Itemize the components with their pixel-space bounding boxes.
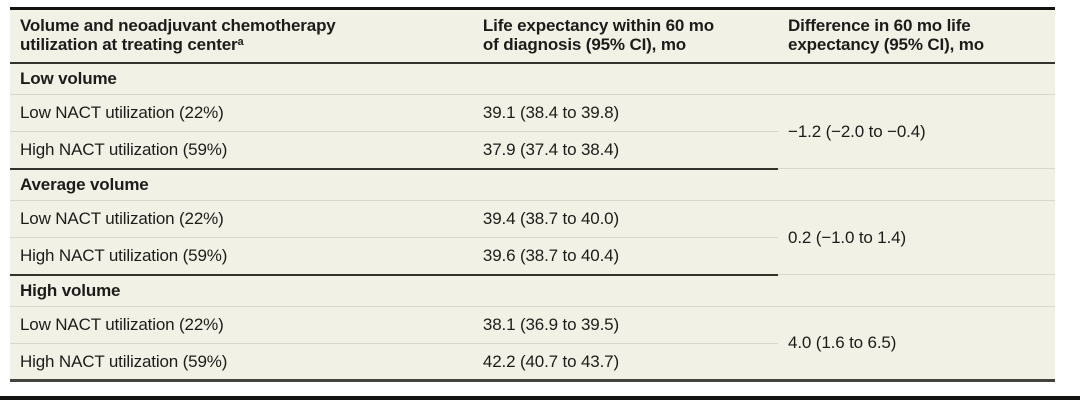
- col-header-line: Life expectancy within 60 mo: [482, 15, 714, 35]
- section-row: Average volume: [10, 168, 1055, 201]
- difference-value: 0.2 (−1.0 to 1.4): [778, 200, 1055, 275]
- row-value: 37.9 (37.4 to 38.4): [472, 131, 779, 170]
- col-header-line: expectancy (95% CI), mo: [788, 34, 984, 54]
- difference-value: −1.2 (−2.0 to −0.4): [778, 94, 1055, 169]
- col-header-life-expectancy: Life expectancy within 60 mo of diagnosi…: [472, 8, 779, 64]
- group-low-volume: Low volume Low NACT utilization (22%) 39…: [10, 62, 1055, 170]
- row-value: 38.1 (36.9 to 39.5): [472, 306, 779, 344]
- col-header-difference: Difference in 60 mo life expectancy (95%…: [778, 8, 1055, 64]
- header-row: Volume and neoadjuvant chemotherapy util…: [10, 8, 1055, 64]
- footnote-marker: a: [237, 35, 244, 48]
- section-label: Average volume: [10, 168, 1055, 201]
- row-label: Low NACT utilization (22%): [10, 94, 473, 132]
- difference-value: 4.0 (1.6 to 6.5): [788, 333, 897, 352]
- col-header-text: utilization at treating center: [20, 34, 238, 54]
- row-label: High NACT utilization (59%): [10, 131, 473, 170]
- col-header-line: Volume and neoadjuvant chemotherapy: [20, 15, 336, 35]
- col-header-line: of diagnosis (95% CI), mo: [482, 34, 687, 54]
- group-high-volume: High volume Low NACT utilization (22%) 3…: [10, 274, 1055, 381]
- section-row: Low volume: [10, 62, 1055, 95]
- row-label: Low NACT utilization (22%): [10, 306, 473, 344]
- group-average-volume: Average volume Low NACT utilization (22%…: [10, 168, 1055, 276]
- row-label: High NACT utilization (59%): [20, 351, 228, 371]
- section-label: Low volume: [10, 62, 1055, 95]
- row-value: 42.2 (40.7 to 43.7): [482, 351, 620, 371]
- col-header-volume-nact: Volume and neoadjuvant chemotherapy util…: [10, 8, 473, 64]
- row-value: 39.1 (38.4 to 39.8): [472, 94, 779, 132]
- table-row: Low NACT utilization (22%) 39.4 (38.7 to…: [10, 200, 1055, 275]
- table-row: High NACT utilization (59%) 39.6 (38.7 t…: [10, 237, 1055, 276]
- life-expectancy-table: Volume and neoadjuvant chemotherapy util…: [10, 7, 1055, 382]
- col-header-line: utilization at treating centera: [20, 35, 463, 54]
- table-row: Low NACT utilization (22%) 38.1 (36.9 to…: [10, 306, 1055, 352]
- row-label: High NACT utilization (59%): [10, 237, 473, 276]
- table-row: Low NACT utilization (22%) 39.1 (38.4 to…: [10, 94, 1055, 169]
- table: Volume and neoadjuvant chemotherapy util…: [10, 7, 1055, 382]
- col-header-line: Difference in 60 mo life: [788, 15, 971, 35]
- row-label: Low NACT utilization (22%): [10, 200, 473, 238]
- row-value: 39.4 (38.7 to 40.0): [472, 200, 779, 238]
- figure-bottom-rule: [0, 396, 1080, 400]
- table-row: High NACT utilization (59%) 37.9 (37.4 t…: [10, 131, 1055, 170]
- row-value: 39.6 (38.7 to 40.4): [472, 237, 779, 276]
- section-label: High volume: [10, 274, 1055, 307]
- section-row: High volume: [10, 274, 1055, 307]
- table-row: High NACT utilization (59%) 42.2 (40.7 t…: [10, 344, 1055, 381]
